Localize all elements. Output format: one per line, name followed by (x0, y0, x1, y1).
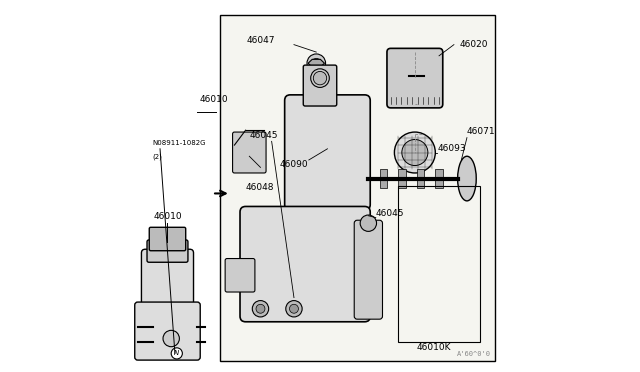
Text: 46010K: 46010K (417, 343, 451, 352)
Text: 46010: 46010 (199, 95, 228, 104)
FancyBboxPatch shape (149, 227, 186, 251)
Circle shape (394, 132, 435, 173)
Circle shape (289, 304, 298, 313)
FancyBboxPatch shape (225, 259, 255, 292)
Bar (220, 15, 495, 361)
Circle shape (312, 58, 321, 68)
Text: A'60^0'0: A'60^0'0 (457, 351, 491, 357)
FancyBboxPatch shape (285, 95, 370, 210)
FancyBboxPatch shape (387, 48, 443, 108)
Circle shape (314, 71, 326, 85)
Circle shape (256, 304, 265, 313)
Text: N: N (174, 350, 179, 356)
Circle shape (307, 54, 326, 73)
Circle shape (172, 348, 182, 359)
FancyBboxPatch shape (232, 132, 266, 173)
Text: 46047: 46047 (247, 36, 275, 45)
Bar (398, 186, 480, 342)
Text: N08911-1082G: N08911-1082G (152, 140, 206, 146)
Circle shape (360, 215, 376, 231)
Bar (417, 169, 424, 188)
Text: 46048: 46048 (246, 183, 274, 192)
Text: 46071: 46071 (467, 127, 495, 136)
Circle shape (163, 330, 179, 347)
FancyBboxPatch shape (240, 206, 370, 322)
Text: 46093: 46093 (437, 144, 466, 153)
Circle shape (286, 301, 302, 317)
Text: 46045: 46045 (376, 209, 404, 218)
Text: 46090: 46090 (279, 160, 308, 169)
FancyBboxPatch shape (141, 249, 193, 331)
Bar (435, 169, 443, 188)
Text: 46010: 46010 (153, 212, 182, 221)
FancyBboxPatch shape (354, 220, 383, 319)
FancyBboxPatch shape (135, 302, 200, 360)
Text: (2): (2) (152, 153, 163, 160)
Text: 46020: 46020 (460, 39, 488, 48)
Bar (380, 169, 387, 188)
Polygon shape (308, 60, 324, 67)
Bar (398, 169, 406, 188)
Ellipse shape (458, 156, 476, 201)
Circle shape (252, 301, 269, 317)
Circle shape (402, 140, 428, 166)
FancyBboxPatch shape (147, 240, 188, 262)
FancyBboxPatch shape (303, 65, 337, 106)
Text: 46045: 46045 (250, 131, 278, 140)
